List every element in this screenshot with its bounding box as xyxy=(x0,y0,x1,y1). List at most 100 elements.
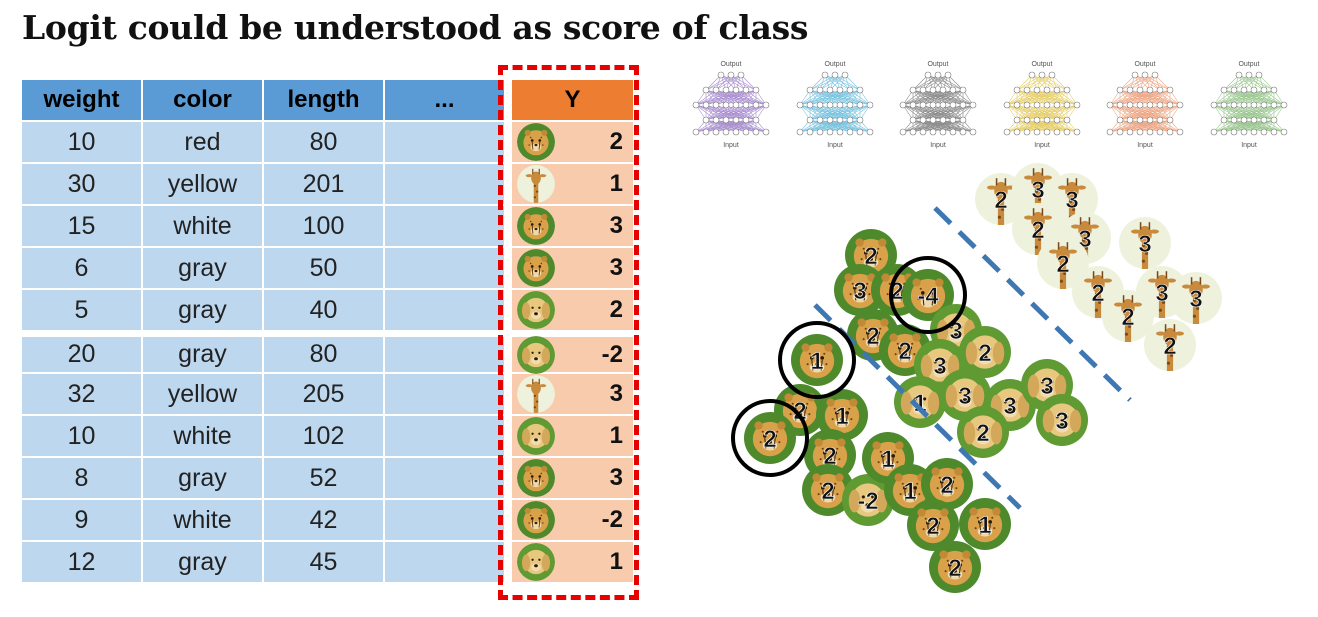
network-node xyxy=(1146,101,1154,109)
network-node xyxy=(702,86,710,94)
dog-icon xyxy=(517,291,555,329)
network-edge xyxy=(902,89,944,106)
cheetah-icon xyxy=(921,458,973,510)
cell-weight: 15 xyxy=(22,206,141,246)
y-value: -2 xyxy=(601,506,623,533)
network-node xyxy=(1146,128,1154,136)
network-node xyxy=(806,116,813,124)
network-edge xyxy=(902,119,934,133)
network-edge xyxy=(1263,104,1284,121)
network-node xyxy=(712,101,720,109)
network-edge xyxy=(1036,104,1077,121)
network-node xyxy=(1176,101,1184,109)
network-node xyxy=(939,86,947,94)
cell-y: 3 xyxy=(512,206,633,246)
network-node xyxy=(939,101,947,109)
network-node xyxy=(836,86,843,94)
network-node xyxy=(1053,101,1060,109)
network-node xyxy=(969,101,977,109)
network-edge xyxy=(829,89,860,106)
network-node xyxy=(806,101,813,109)
cheetah-icon xyxy=(834,264,886,316)
network-node xyxy=(909,128,917,136)
network-edge xyxy=(1243,104,1284,121)
network-node xyxy=(1116,128,1124,136)
class-boundary-line xyxy=(933,206,1132,402)
cell-length: 102 xyxy=(264,416,383,456)
network-node xyxy=(826,128,833,136)
network-edge xyxy=(902,89,934,106)
network-edge xyxy=(922,89,964,106)
network-node xyxy=(919,101,927,109)
network-edge xyxy=(1016,74,1042,91)
highlight-ring xyxy=(778,321,856,399)
network-edge xyxy=(912,104,954,121)
network-node xyxy=(1270,101,1277,109)
network-edge xyxy=(912,104,934,121)
network-edge xyxy=(829,104,870,121)
network-node xyxy=(1073,128,1080,136)
network-edge xyxy=(942,104,974,121)
cell-y: 3 xyxy=(512,374,633,414)
network-node xyxy=(1048,71,1055,79)
network-edge xyxy=(740,74,757,91)
network-node xyxy=(1166,101,1174,109)
network-node xyxy=(949,128,957,136)
point-label: 3 xyxy=(1055,408,1068,435)
network-input-label: Input xyxy=(930,142,946,149)
table-row: 15 white 100 3 xyxy=(22,206,633,246)
cell-weight: 32 xyxy=(22,374,141,414)
network-edge xyxy=(809,74,825,91)
cell-length: 100 xyxy=(264,206,383,246)
network-node xyxy=(1230,116,1237,124)
network-edge xyxy=(902,119,924,133)
network-edge xyxy=(829,119,860,133)
giraffe-icon xyxy=(517,375,555,413)
point-label: 3 xyxy=(1065,187,1078,214)
network-node xyxy=(826,101,833,109)
cell-color: yellow xyxy=(143,374,262,414)
network-edge xyxy=(705,74,722,91)
network-node xyxy=(1220,86,1227,94)
network-node xyxy=(919,86,927,94)
network-edge xyxy=(809,104,840,121)
point-label: 2 xyxy=(821,478,834,505)
network-node xyxy=(1053,128,1060,136)
y-value: 3 xyxy=(609,254,623,281)
network-node xyxy=(1136,101,1144,109)
network-edge xyxy=(809,104,830,121)
network-node xyxy=(722,116,730,124)
network-node xyxy=(806,86,813,94)
network-edge xyxy=(952,104,974,121)
network-edge xyxy=(1016,104,1047,121)
network-edge xyxy=(912,74,929,91)
network-edge xyxy=(695,119,717,133)
dog-icon xyxy=(957,406,1009,458)
point-label: 2 xyxy=(976,420,989,447)
network-node xyxy=(1033,116,1040,124)
network-node xyxy=(1250,101,1257,109)
cell-length: 205 xyxy=(264,374,383,414)
network-node xyxy=(944,71,952,79)
cell-length: 45 xyxy=(264,542,383,582)
network-node xyxy=(816,116,823,124)
header-length: length xyxy=(264,80,383,120)
network-edge xyxy=(1149,119,1171,133)
cell-y: 3 xyxy=(512,248,633,288)
network-node xyxy=(732,86,740,94)
network-edge xyxy=(695,89,737,106)
network-node xyxy=(959,86,967,94)
network-node xyxy=(1240,86,1247,94)
network-node xyxy=(909,116,917,124)
network-node xyxy=(702,101,710,109)
network-node xyxy=(1146,86,1154,94)
network-input-label: Input xyxy=(1034,142,1050,149)
network-node xyxy=(1126,128,1134,136)
cell-color: gray xyxy=(143,332,262,372)
point-label: 2 xyxy=(1163,333,1176,360)
giraffe-icon xyxy=(1037,237,1089,289)
network-node xyxy=(806,128,813,136)
network-node xyxy=(924,71,932,79)
network-edge xyxy=(819,89,860,106)
